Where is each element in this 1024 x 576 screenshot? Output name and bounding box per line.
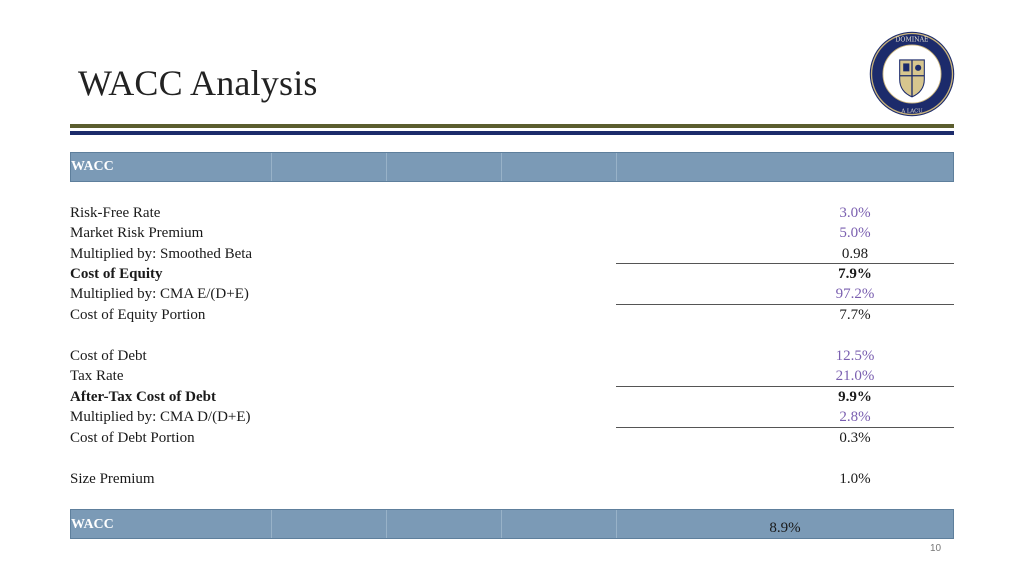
row-value: 1.0% bbox=[839, 471, 871, 487]
row-value: 7.7% bbox=[839, 307, 871, 323]
table-header-label: WACC bbox=[71, 159, 114, 174]
column-divider bbox=[386, 153, 387, 181]
title-rule-navy bbox=[70, 131, 954, 135]
wacc-total-bar: WACC bbox=[70, 509, 954, 539]
table-row: Size Premium 1.0% bbox=[70, 469, 954, 489]
row-label: After-Tax Cost of Debt bbox=[70, 389, 216, 405]
wacc-total-label: WACC bbox=[71, 517, 114, 532]
row-value: 5.0% bbox=[839, 225, 871, 241]
column-divider bbox=[616, 510, 617, 538]
row-label: Cost of Debt Portion bbox=[70, 430, 195, 446]
row-label: Multiplied by: Smoothed Beta bbox=[70, 246, 253, 262]
row-value: 2.8% bbox=[839, 409, 871, 425]
table-row: Risk-Free Rate 3.0% bbox=[70, 203, 954, 223]
row-value: 21.0% bbox=[835, 368, 875, 384]
column-divider bbox=[616, 153, 617, 181]
row-label: Multiplied by: CMA D/(D+E) bbox=[70, 409, 251, 425]
subtotal-line bbox=[616, 386, 954, 387]
svg-text:DOMINAE: DOMINAE bbox=[895, 36, 928, 43]
table-header-bar: WACC bbox=[70, 152, 954, 182]
subtotal-line bbox=[616, 263, 954, 264]
table-row: Multiplied by: CMA D/(D+E) 2.8% bbox=[70, 407, 954, 427]
table-row: Cost of Debt 12.5% bbox=[70, 346, 954, 366]
column-divider bbox=[501, 510, 502, 538]
column-divider bbox=[271, 510, 272, 538]
row-value: 12.5% bbox=[835, 348, 875, 364]
svg-text:A LACU: A LACU bbox=[900, 109, 923, 115]
row-value: 0.98 bbox=[841, 246, 869, 262]
column-divider bbox=[386, 510, 387, 538]
row-label: Size Premium bbox=[70, 471, 155, 487]
row-value: 0.3% bbox=[839, 430, 871, 446]
column-divider bbox=[271, 153, 272, 181]
table-row: Market Risk Premium 5.0% bbox=[70, 223, 954, 243]
table-row: After-Tax Cost of Debt 9.9% bbox=[70, 387, 954, 407]
table-row: Cost of Equity Portion 7.7% bbox=[70, 305, 954, 325]
row-label: Multiplied by: CMA E/(D+E) bbox=[70, 286, 249, 302]
title-rule-olive bbox=[70, 124, 954, 128]
subtotal-line bbox=[616, 304, 954, 305]
row-value: 9.9% bbox=[838, 389, 872, 405]
row-value: 3.0% bbox=[839, 205, 871, 221]
row-label: Tax Rate bbox=[70, 368, 124, 384]
row-label: Cost of Equity bbox=[70, 266, 163, 282]
row-label: Market Risk Premium bbox=[70, 225, 204, 241]
row-value: 97.2% bbox=[835, 286, 875, 302]
table-row: Cost of Equity 7.9% bbox=[70, 264, 954, 284]
row-label: Cost of Debt bbox=[70, 348, 147, 364]
wacc-total-value: 8.9% bbox=[769, 520, 801, 536]
table-row: Multiplied by: CMA E/(D+E) 97.2% bbox=[70, 284, 954, 304]
row-label: Cost of Equity Portion bbox=[70, 307, 206, 323]
row-label: Risk-Free Rate bbox=[70, 205, 161, 221]
university-seal-icon: DOMINAE A LACU bbox=[869, 31, 955, 117]
page-number: 10 bbox=[930, 543, 942, 554]
table-row: Cost of Debt Portion 0.3% bbox=[70, 428, 954, 448]
table-row: Tax Rate 21.0% bbox=[70, 366, 954, 386]
subtotal-line bbox=[616, 427, 954, 428]
column-divider bbox=[501, 153, 502, 181]
table-row: Multiplied by: Smoothed Beta 0.98 bbox=[70, 244, 954, 264]
row-value: 7.9% bbox=[838, 266, 872, 282]
page-title: WACC Analysis bbox=[78, 63, 318, 103]
